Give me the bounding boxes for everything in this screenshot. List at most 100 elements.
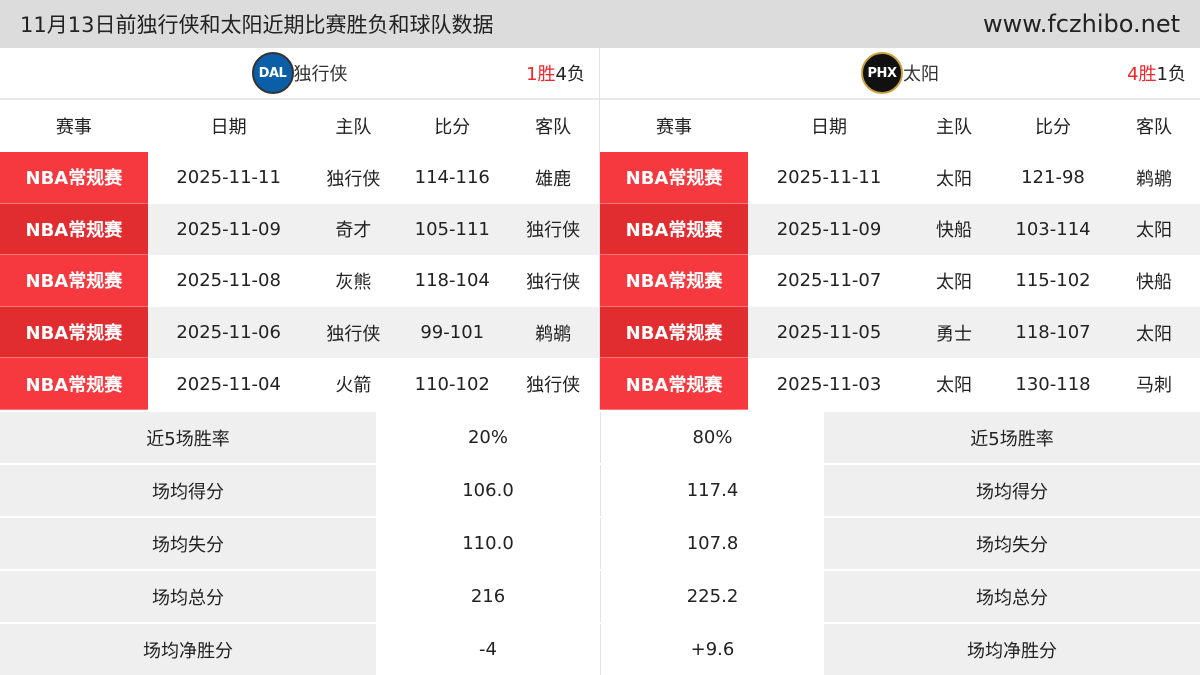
match-date: 2025-11-03: [776, 373, 882, 395]
left-stat-value: 110.0: [376, 518, 600, 569]
home-team[interactable]: 太阳: [936, 168, 972, 190]
match-date: 2025-11-11: [776, 167, 882, 189]
table-row: NBA常规赛 2025-11-04 火箭 110-102 独行侠: [0, 358, 599, 410]
team-logo-icon: DAL: [251, 52, 294, 94]
table-row: NBA常规赛 2025-11-03 太阳 130-118 马刺: [600, 358, 1200, 410]
stats-table: 近5场胜率 20% 80% 近5场胜率 场均得分 106.0 117.4 场均得分 场均失分 11…: [0, 410, 1200, 675]
right-team-panel: PHX 太阳 4胜1负 赛事 日期 主队 比分 客队 NBA常规赛 2025-11-11 太阳 121…: [600, 48, 1200, 410]
losses: 1负: [1156, 64, 1186, 85]
away-team[interactable]: 马刺: [1136, 375, 1172, 397]
away-team[interactable]: 太阳: [1136, 220, 1172, 242]
match-date: 2025-11-09: [176, 218, 281, 240]
home-team[interactable]: 勇士: [936, 323, 972, 345]
left-team-panel: DAL 独行侠 1胜4负 赛事 日期 主队 比分 客队 NBA常规赛 2025-11-11 独行侠 1…: [0, 48, 600, 410]
team-record: 4胜1负: [1127, 60, 1186, 86]
table-row: NBA常规赛 2025-11-11 太阳 121-98 鹈鹕: [600, 152, 1200, 204]
site-name: www.fczhibo.net: [983, 10, 1180, 38]
home-team[interactable]: 太阳: [936, 271, 972, 293]
right-stat-value: 225.2: [600, 571, 824, 622]
stats-row: 场均失分 110.0 107.8 场均失分: [0, 516, 1200, 569]
column-header: 主队: [335, 117, 372, 138]
score[interactable]: 121-98: [1021, 167, 1085, 189]
stat-label: 场均失分: [824, 518, 1200, 569]
stats-row: 场均得分 106.0 117.4 场均得分: [0, 463, 1200, 516]
table-row: NBA常规赛 2025-11-06 独行侠 99-101 鹈鹕: [0, 306, 599, 359]
table-row: NBA常规赛 2025-11-09 奇才 105-111 独行侠: [0, 203, 599, 256]
match-date: 2025-11-09: [776, 218, 882, 240]
away-team[interactable]: 独行侠: [526, 375, 581, 397]
away-team[interactable]: 鹈鹕: [1136, 168, 1172, 190]
home-team[interactable]: 独行侠: [326, 168, 381, 190]
stat-label: 场均净胜分: [824, 624, 1200, 675]
competition-badge[interactable]: NBA常规赛: [600, 203, 748, 256]
score[interactable]: 99-101: [420, 322, 485, 344]
team-name[interactable]: 太阳: [903, 64, 939, 85]
competition-badge[interactable]: NBA常规赛: [600, 358, 748, 410]
home-team[interactable]: 火箭: [335, 375, 372, 397]
column-header: 客队: [1136, 117, 1172, 138]
competition-badge[interactable]: NBA常规赛: [600, 152, 748, 204]
column-header: 赛事: [656, 117, 692, 138]
score[interactable]: 118-107: [1015, 322, 1091, 344]
away-team[interactable]: 鹈鹕: [535, 323, 572, 345]
away-team[interactable]: 独行侠: [526, 220, 581, 242]
competition-badge[interactable]: NBA常规赛: [0, 306, 148, 359]
competition-badge[interactable]: NBA常规赛: [600, 255, 748, 307]
match-date: 2025-11-04: [176, 373, 281, 395]
column-header: 主队: [936, 117, 972, 138]
left-stat-value: 216: [376, 571, 600, 622]
match-date: 2025-11-06: [176, 322, 281, 344]
team-header: PHX 太阳 4胜1负: [600, 48, 1200, 100]
score[interactable]: 103-114: [1015, 218, 1091, 240]
losses: 4负: [555, 64, 585, 85]
stats-row: 近5场胜率 20% 80% 近5场胜率: [0, 410, 1200, 463]
stat-label: 场均得分: [0, 465, 376, 516]
title-bar: 11月13日前独行侠和太阳近期比赛胜负和球队数据 www.fczhibo.net: [0, 0, 1200, 48]
table-row: NBA常规赛 2025-11-11 独行侠 114-116 雄鹿: [0, 152, 599, 204]
stat-label: 场均总分: [824, 571, 1200, 622]
competition-badge[interactable]: NBA常规赛: [0, 358, 148, 410]
stat-label: 场均总分: [0, 571, 376, 622]
table-row: NBA常规赛 2025-11-07 太阳 115-102 快船: [600, 255, 1200, 307]
away-team[interactable]: 独行侠: [526, 271, 581, 293]
home-team[interactable]: 快船: [936, 220, 972, 242]
score[interactable]: 110-102: [414, 373, 490, 395]
stats-row: 场均净胜分 -4 +9.6 场均净胜分: [0, 622, 1200, 675]
right-stat-value: 107.8: [600, 518, 824, 569]
left-stat-value: -4: [376, 624, 600, 675]
team-record: 1胜4负: [526, 60, 585, 86]
team-header: DAL 独行侠 1胜4负: [0, 48, 599, 100]
wins: 1胜: [526, 64, 556, 85]
score[interactable]: 130-118: [1015, 373, 1091, 395]
away-team[interactable]: 快船: [1136, 271, 1172, 293]
score[interactable]: 105-111: [414, 218, 490, 240]
competition-badge[interactable]: NBA常规赛: [0, 203, 148, 256]
table-row: NBA常规赛 2025-11-05 勇士 118-107 太阳: [600, 306, 1200, 359]
right-stat-value: 117.4: [600, 465, 824, 516]
home-team[interactable]: 奇才: [335, 220, 372, 242]
competition-badge[interactable]: NBA常规赛: [0, 152, 148, 204]
home-team[interactable]: 太阳: [936, 375, 972, 397]
table-row: NBA常规赛 2025-11-08 灰熊 118-104 独行侠: [0, 255, 599, 307]
team-name[interactable]: 独行侠: [293, 64, 348, 85]
stats-row: 场均总分 216 225.2 场均总分: [0, 569, 1200, 622]
score[interactable]: 115-102: [1015, 270, 1091, 292]
team-logo-icon: PHX: [861, 52, 903, 94]
away-team[interactable]: 太阳: [1136, 323, 1172, 345]
competition-badge[interactable]: NBA常规赛: [600, 306, 748, 359]
wins: 4胜: [1127, 64, 1157, 85]
score[interactable]: 118-104: [414, 270, 490, 292]
score[interactable]: 114-116: [414, 167, 490, 189]
column-header: 日期: [210, 117, 247, 138]
home-team[interactable]: 独行侠: [326, 323, 381, 345]
column-header: 赛事: [55, 117, 92, 138]
left-stat-value: 20%: [376, 412, 600, 463]
column-header: 客队: [535, 117, 572, 138]
left-stat-value: 106.0: [376, 465, 600, 516]
competition-badge[interactable]: NBA常规赛: [0, 255, 148, 307]
match-date: 2025-11-07: [776, 270, 882, 292]
away-team[interactable]: 雄鹿: [535, 168, 572, 190]
stat-label: 场均失分: [0, 518, 376, 569]
right-stat-value: +9.6: [600, 624, 824, 675]
home-team[interactable]: 灰熊: [335, 271, 372, 293]
